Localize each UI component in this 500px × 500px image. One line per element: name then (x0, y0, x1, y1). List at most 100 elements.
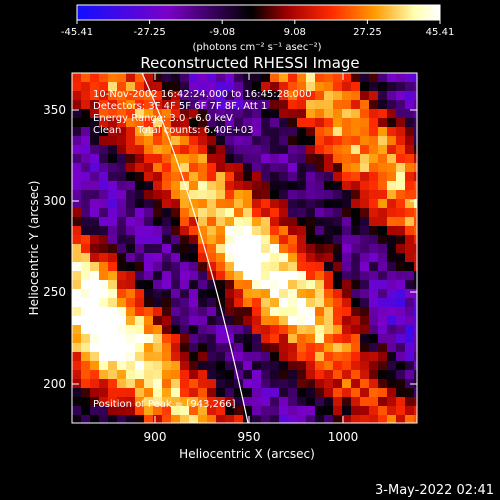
image-pixel (135, 109, 145, 119)
image-pixel (342, 82, 352, 92)
image-pixel (351, 226, 361, 236)
image-pixel (144, 136, 154, 146)
image-pixel (207, 325, 217, 335)
image-pixel (108, 163, 118, 173)
image-pixel (297, 379, 307, 389)
image-pixel (99, 361, 109, 371)
image-pixel (225, 235, 235, 245)
image-pixel (288, 271, 298, 281)
image-pixel (243, 289, 253, 299)
image-pixel (288, 172, 298, 182)
image-pixel (279, 415, 289, 423)
image-pixel (117, 244, 127, 254)
image-pixel (333, 208, 343, 218)
image-pixel (369, 190, 379, 200)
image-pixel (162, 226, 172, 236)
image-pixel (144, 271, 154, 281)
image-pixel (414, 361, 417, 371)
image-pixel (279, 325, 289, 335)
image-pixel (216, 370, 226, 380)
image-pixel (333, 370, 343, 380)
image-pixel (369, 136, 379, 146)
image-pixel (414, 172, 417, 182)
image-pixel (117, 253, 127, 263)
image-pixel (414, 73, 417, 83)
image-pixel (297, 190, 307, 200)
image-pixel (207, 361, 217, 371)
image-pixel (252, 388, 262, 398)
image-pixel (351, 370, 361, 380)
image-pixel (360, 316, 370, 326)
image-pixel (342, 145, 352, 155)
image-pixel (270, 307, 280, 317)
image-pixel (180, 406, 190, 416)
image-pixel (369, 109, 379, 119)
image-pixel (270, 325, 280, 335)
image-pixel (369, 406, 379, 416)
image-pixel (162, 289, 172, 299)
image-pixel (234, 388, 244, 398)
image-pixel (378, 226, 388, 236)
image-pixel (198, 226, 208, 236)
image-pixel (306, 325, 316, 335)
image-pixel (207, 127, 217, 137)
image-pixel (153, 271, 163, 281)
image-pixel (396, 244, 406, 254)
image-pixel (171, 235, 181, 245)
image-pixel (396, 145, 406, 155)
image-pixel (117, 289, 127, 299)
image-pixel (378, 316, 388, 326)
image-pixel (135, 163, 145, 173)
image-pixel (135, 82, 145, 92)
image-pixel (207, 280, 217, 290)
image-pixel (369, 73, 379, 83)
image-pixel (279, 226, 289, 236)
image-pixel (99, 118, 109, 128)
image-pixel (261, 280, 271, 290)
image-pixel (180, 181, 190, 191)
image-pixel (135, 271, 145, 281)
image-pixel (324, 262, 334, 272)
image-pixel (279, 145, 289, 155)
image-pixel (171, 127, 181, 137)
image-pixel (189, 334, 199, 344)
image-pixel (216, 262, 226, 272)
image-pixel (351, 289, 361, 299)
image-pixel (126, 154, 136, 164)
y-tick-label: 250 (43, 285, 66, 299)
image-pixel (126, 100, 136, 110)
image-pixel (261, 118, 271, 128)
image-pixel (306, 352, 316, 362)
image-pixel (81, 406, 91, 416)
image-pixel (234, 91, 244, 101)
image-pixel (81, 298, 91, 308)
image-pixel (279, 91, 289, 101)
image-pixel (279, 118, 289, 128)
image-pixel (270, 370, 280, 380)
image-pixel (297, 280, 307, 290)
image-pixel (270, 388, 280, 398)
image-pixel (315, 190, 325, 200)
image-pixel (288, 217, 298, 227)
image-pixel (405, 91, 415, 101)
image-pixel (270, 406, 280, 416)
image-pixel (315, 253, 325, 263)
image-pixel (252, 262, 262, 272)
image-pixel (306, 388, 316, 398)
image-pixel (306, 343, 316, 353)
image-pixel (324, 334, 334, 344)
image-pixel (216, 217, 226, 227)
image-pixel (126, 379, 136, 389)
image-pixel (99, 262, 109, 272)
image-pixel (342, 154, 352, 164)
image-pixel (405, 127, 415, 137)
image-pixel (72, 109, 82, 119)
image-pixel (180, 244, 190, 254)
image-pixel (225, 100, 235, 110)
image-pixel (117, 163, 127, 173)
image-pixel (351, 127, 361, 137)
image-pixel (324, 397, 334, 407)
image-pixel (144, 298, 154, 308)
image-pixel (360, 289, 370, 299)
image-pixel (189, 73, 199, 83)
